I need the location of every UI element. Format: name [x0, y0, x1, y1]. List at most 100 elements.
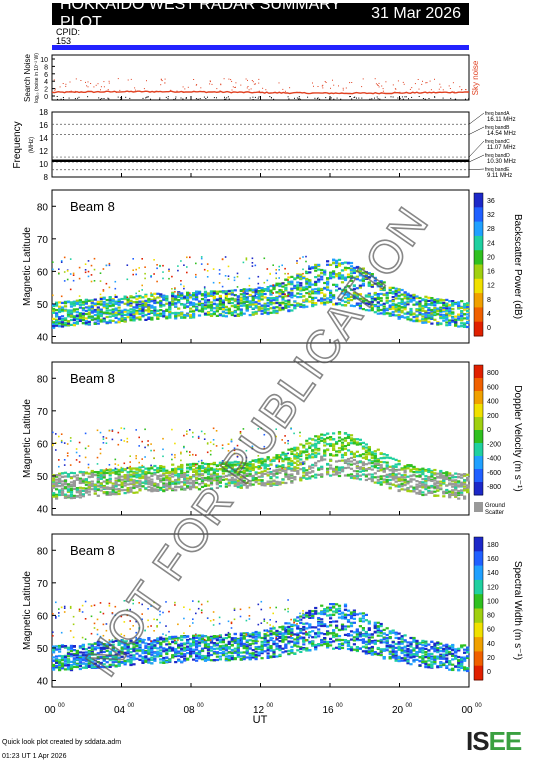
scatter-cell [236, 473, 240, 476]
sparse-dot [302, 463, 304, 465]
scatter-cell [254, 459, 258, 462]
noise-dot [55, 88, 56, 90]
scatter-cell [317, 278, 321, 281]
sparse-dot [120, 439, 123, 441]
scatter-cell [111, 484, 115, 487]
scatter-cell [129, 319, 133, 322]
scatter-cell [340, 299, 345, 302]
scatter-cell [409, 318, 413, 321]
sparse-dot [296, 453, 298, 456]
scatter-cell [337, 466, 342, 469]
scatter-cell [203, 478, 208, 482]
scatter-cell [349, 275, 354, 278]
scatter-cell [445, 317, 449, 320]
sparse-dot [78, 610, 81, 612]
noise-dot [195, 84, 197, 86]
scatter-cell [99, 310, 103, 313]
colorbar-segment [474, 307, 483, 323]
scatter-cell [263, 302, 267, 305]
scatter-cell [242, 301, 246, 304]
scatter-cell [379, 308, 383, 312]
scatter-cell [340, 445, 345, 448]
scatter-cell [391, 296, 395, 299]
scatter-cell [257, 293, 261, 296]
scatter-cell [391, 478, 395, 481]
scatter-cell [340, 292, 345, 295]
scatter-cell [451, 311, 455, 314]
scatter-cell [296, 446, 300, 449]
freq-band-leader [468, 168, 485, 171]
scatter-cell [69, 313, 74, 316]
scatter-cell [418, 311, 422, 314]
scatter-cell [105, 469, 109, 472]
scatter-cell [105, 482, 109, 485]
scatter-cell [99, 486, 103, 489]
scatter-cell [81, 487, 85, 490]
scatter-cell [376, 460, 380, 463]
scatter-cell [352, 305, 356, 308]
scatter-cell [186, 477, 190, 480]
scatter-cell [177, 473, 181, 476]
scatter-cell [343, 261, 348, 264]
sparse-dot [308, 292, 310, 295]
scatter-cell [263, 306, 267, 309]
scatter-cell [355, 466, 359, 470]
scatter-cell [248, 466, 252, 469]
scatter-cell [230, 472, 234, 475]
scatter-cell [132, 479, 136, 483]
scatter-cell [141, 296, 145, 299]
scatter-cell [329, 271, 333, 274]
scatter-cell [144, 293, 148, 296]
scatter-cell [308, 437, 312, 440]
scatter-cell [427, 317, 431, 320]
scatter-cell [203, 477, 208, 480]
scatter-cell [421, 486, 425, 489]
noise-dot [78, 96, 80, 98]
scatter-cell [111, 308, 115, 311]
sparse-dot [63, 611, 66, 613]
scatter-cell [233, 304, 237, 307]
sparse-dot [218, 269, 221, 271]
noise-dot [417, 79, 419, 80]
scatter-cell [337, 436, 342, 439]
scatter-cell [293, 306, 297, 310]
sparse-dot [63, 607, 66, 609]
sparse-dot [296, 452, 298, 454]
sparse-dot [117, 431, 120, 434]
sparse-dot [114, 280, 117, 283]
scatter-cell [400, 485, 404, 488]
scatter-cell [385, 301, 389, 304]
scatter-cell [123, 295, 127, 298]
scatter-cell [52, 493, 56, 496]
scatter-cell [248, 300, 252, 303]
scatter-cell [445, 309, 449, 312]
scatter-cell [391, 304, 395, 307]
scatter-cell [165, 472, 169, 475]
noise-dot [65, 83, 67, 85]
scatter-cell [245, 289, 249, 292]
scatter-cell [60, 475, 65, 478]
scatter-cell [406, 466, 410, 469]
scatter-cell [382, 467, 386, 470]
ground-scatter-label2: Scatter [485, 510, 504, 516]
scatter-cell [343, 439, 348, 442]
scatter-cell [248, 461, 252, 464]
scatter-cell [260, 289, 264, 292]
scatter-cell [284, 288, 288, 291]
plot-date: 31 Mar 2026 [371, 5, 461, 22]
scatter-cell [69, 323, 74, 326]
sparse-dot [263, 257, 266, 260]
sparse-dot [281, 264, 283, 267]
noise-dot [287, 96, 289, 98]
scatter-cell [275, 306, 279, 309]
scatter-cell [332, 259, 336, 262]
scatter-cell [195, 292, 199, 295]
scatter-cell [436, 480, 440, 483]
scatter-cell [197, 488, 202, 491]
scatter-cell [397, 468, 401, 471]
noise-dot [390, 96, 392, 98]
colorbar-tick-label: 800 [487, 370, 499, 377]
scatter-cell [63, 657, 68, 660]
sparse-dot [150, 464, 152, 467]
scatter-cell [355, 278, 359, 281]
